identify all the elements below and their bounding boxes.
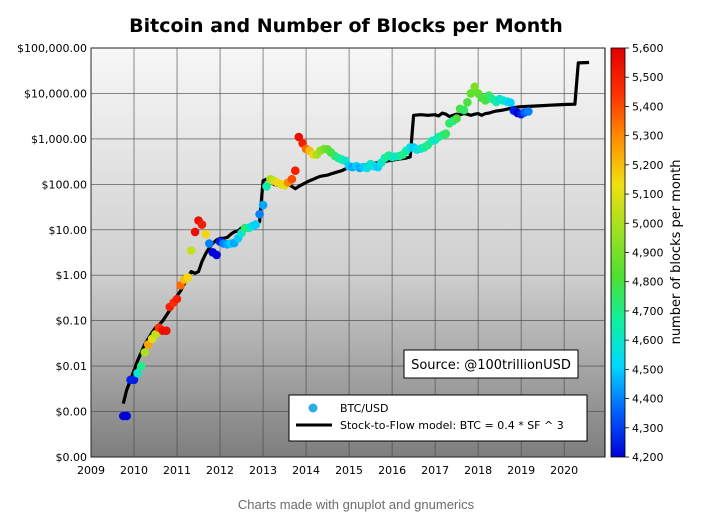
btc-price-point (506, 98, 515, 107)
colorbar-tick-label: 4,700 (632, 305, 664, 318)
btc-price-point (251, 220, 260, 229)
colorbar-tick-label: 5,600 (632, 42, 664, 55)
btc-price-point (287, 174, 297, 184)
colorbar-tick-label: 4,500 (632, 363, 664, 376)
x-tick-label: 2014 (292, 464, 320, 477)
y-tick-label: $0.10 (56, 315, 88, 328)
btc-price-points (119, 82, 533, 421)
btc-price-point (133, 368, 142, 378)
btc-price-point (162, 326, 171, 336)
btc-price-point (129, 375, 139, 385)
btc-price-point (186, 246, 196, 255)
colorbar-tick-labels: 4,200 4,300 4,400 4,500 4,600 4,700 4,800 4,900… (625, 42, 664, 464)
colorbar-tick-label: 5,400 (632, 100, 664, 113)
y-tick-label: $100,000.00 (17, 42, 87, 55)
btc-price-point (151, 330, 160, 339)
btc-price-point (140, 348, 150, 357)
colorbar-tick-label: 5,500 (632, 71, 664, 84)
chart-title: Bitcoin and Number of Blocks per Month (129, 15, 563, 37)
btc-price-point (212, 250, 221, 260)
colorbar-tick-label: 5,100 (632, 188, 664, 201)
x-tick-label: 2012 (206, 464, 234, 477)
btc-price-point (466, 89, 476, 98)
x-tick-label: 2020 (550, 464, 578, 477)
legend-btc-marker (308, 403, 318, 413)
y-tick-label: $0.00 (56, 451, 88, 464)
x-tick-label: 2018 (464, 464, 492, 477)
x-tick-label: 2015 (335, 464, 363, 477)
btc-price-point (291, 166, 300, 175)
btc-price-point (258, 200, 268, 210)
btc-price-point (183, 273, 193, 282)
colorbar-tick-label: 5,000 (632, 217, 664, 230)
btc-price-point (190, 227, 200, 237)
legend-btc-label: BTC/USD (340, 402, 389, 415)
x-tick-labels: 2009 2010 2011 2012 2013 2014 2015 2016 2017 2018… (77, 464, 578, 477)
y-tick-label: $10.00 (49, 224, 88, 237)
x-tick-label: 2017 (421, 464, 449, 477)
y-tick-label: $1,000.00 (31, 133, 87, 146)
x-tick-label: 2019 (507, 464, 535, 477)
y-tick-label: $0.00 (56, 406, 88, 419)
y-tick-label: $100.00 (42, 178, 88, 191)
colorbar-tick-label: 5,300 (632, 130, 664, 143)
btc-price-point (201, 229, 211, 239)
x-tick-label: 2016 (378, 464, 406, 477)
colorbar-tick-label: 4,200 (632, 451, 664, 464)
source-annotation-text: Source: @100trillionUSD (411, 358, 571, 373)
btc-price-point (137, 361, 146, 371)
btc-price-point (524, 107, 533, 116)
btc-price-point (470, 82, 480, 92)
colorbar-tick-label: 4,600 (632, 334, 664, 347)
colorbar (610, 47, 626, 458)
btc-price-point (262, 182, 271, 191)
x-tick-label: 2013 (249, 464, 277, 477)
colorbar-label: number of blocks per month (669, 160, 684, 345)
source-annotation: Source: @100trillionUSD (403, 349, 579, 379)
colorbar-tick-label: 4,400 (632, 393, 664, 406)
y-tick-labels: $0.00 $0.00 $0.01 $0.10 $1.00 $10.00 $100.00 $1… (17, 42, 87, 464)
btc-price-point (172, 294, 182, 304)
btc-price-point (122, 411, 131, 421)
colorbar-tick-label: 4,800 (632, 276, 664, 289)
btc-price-point (255, 209, 264, 219)
y-tick-label: $10,000.00 (24, 87, 87, 100)
colorbar-tick-label: 4,900 (632, 247, 664, 260)
legend-s2f-label: Stock-to-Flow model: BTC = 0.4 * SF ^ 3 (340, 419, 564, 432)
legend: BTC/USD Stock-to-Flow model: BTC = 0.4 *… (288, 394, 588, 442)
x-tick-label: 2011 (163, 464, 191, 477)
x-tick-label: 2010 (120, 464, 148, 477)
chart-caption: Charts made with gnuplot and gnumerics (237, 497, 475, 512)
y-tick-label: $0.01 (56, 360, 88, 373)
btc-price-point (441, 129, 451, 138)
x-tick-label: 2009 (77, 464, 105, 477)
btc-price-point (294, 132, 304, 142)
colorbar-tick-label: 4,300 (632, 422, 664, 435)
colorbar-tick-label: 5,200 (632, 159, 664, 172)
y-tick-label: $1.00 (56, 269, 88, 282)
btc-price-point (205, 239, 214, 248)
btc-price-point (459, 105, 469, 115)
btc-price-point (452, 114, 461, 123)
btc-price-point (463, 98, 472, 107)
btc-price-point (197, 220, 207, 229)
